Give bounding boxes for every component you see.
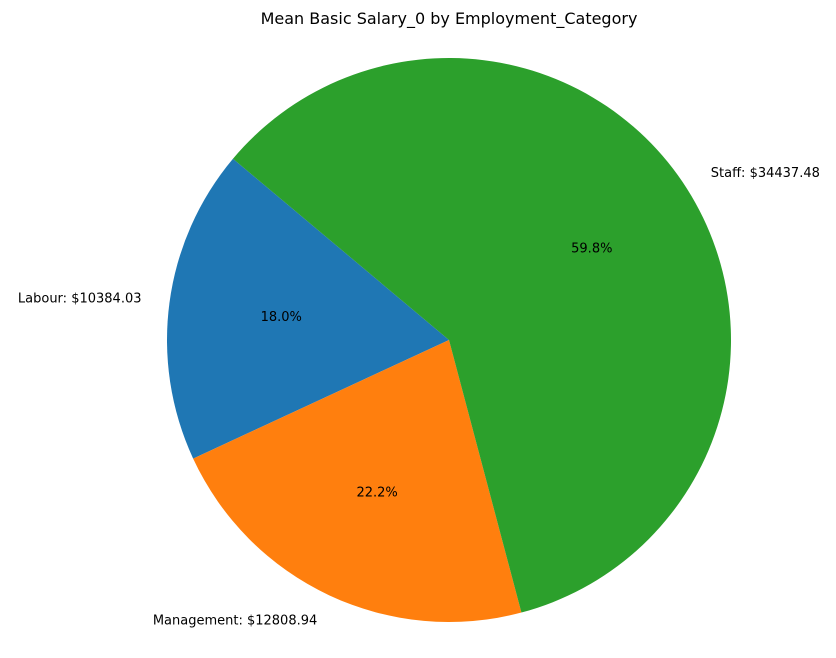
percent-label-management: 22.2% bbox=[356, 486, 397, 501]
chart-title: Mean Basic Salary_0 by Employment_Catego… bbox=[261, 9, 638, 29]
slice-label-labour: Labour: $10384.03 bbox=[18, 292, 142, 307]
slice-label-staff: Staff: $34437.48 bbox=[711, 166, 820, 181]
percent-label-labour: 18.0% bbox=[261, 310, 302, 325]
pie-labels: Labour: $10384.03 18.0% Management: $12808… bbox=[18, 166, 820, 628]
slice-label-management: Management: $12808.94 bbox=[153, 613, 317, 628]
pie-slice-labour bbox=[167, 158, 449, 459]
pie-slice-management bbox=[193, 340, 522, 622]
percent-label-staff: 59.8% bbox=[571, 242, 612, 257]
pie-slices bbox=[167, 57, 731, 622]
pie-slice-staff bbox=[232, 57, 731, 613]
